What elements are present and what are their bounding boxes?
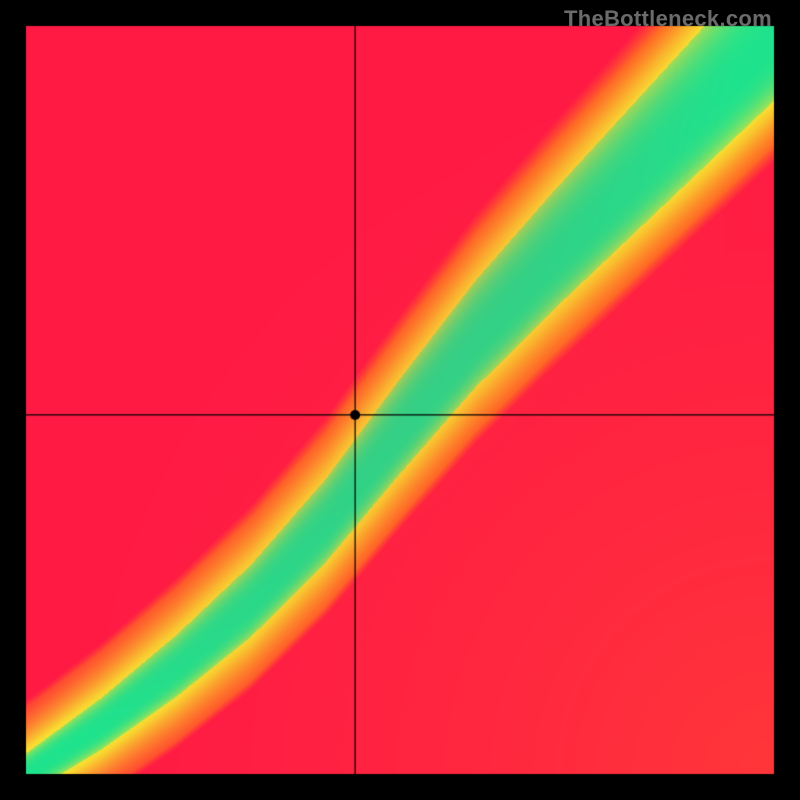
- chart-container: TheBottleneck.com: [0, 0, 800, 800]
- watermark-text: TheBottleneck.com: [564, 6, 772, 32]
- heatmap-canvas: [0, 0, 800, 800]
